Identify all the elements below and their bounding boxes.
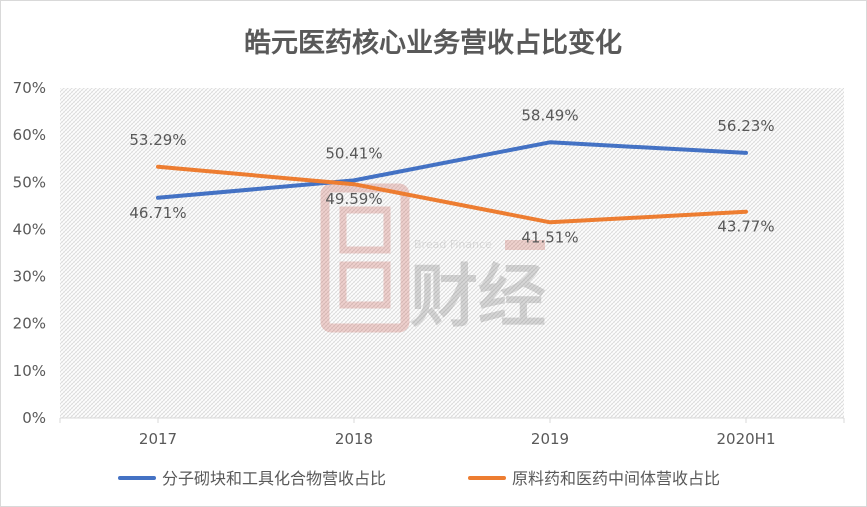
series-line-2 [156,164,748,225]
chart-title: 皓元医药核心业务营收占比变化 [244,27,622,59]
y-tick-label: 70% [13,79,46,97]
data-label-series-2: 49.59% [325,190,382,208]
data-label-series-1: 50.41% [325,144,382,162]
plot-area [60,88,844,418]
y-tick-label: 10% [13,362,46,380]
legend-label-2: 原料药和医药中间体营收占比 [512,469,720,488]
data-label-series-1: 58.49% [521,106,578,124]
x-tick-label: 2017 [139,430,177,448]
x-tick-label: 2019 [531,430,569,448]
y-tick-label: 40% [13,220,46,238]
data-label-series-2: 41.51% [521,228,578,246]
legend: 分子砌块和工具化合物营收占比 原料药和医药中间体营收占比 [118,469,720,488]
watermark-brand: 财经 [410,258,546,337]
series-layer [156,140,748,225]
data-labels: 46.71% 50.41% 58.49% 56.23% 53.29% 49.59% 41.5… [129,106,774,246]
y-tick-label: 20% [13,315,46,333]
watermark-english: Bread Finance [414,238,492,251]
watermark-logo: Bread Finance 财经 [320,183,546,337]
y-tick-label: 0% [22,409,46,427]
y-tick-label: 60% [13,126,46,144]
y-tick-label: 50% [13,173,46,191]
data-label-series-1: 56.23% [717,117,774,135]
legend-label-1: 分子砌块和工具化合物营收占比 [162,469,386,488]
x-tick-label: 2018 [335,430,373,448]
x-tick-label: 2020H1 [717,430,776,448]
x-axis: 2017 2018 2019 2020H1 [59,418,845,448]
data-label-series-1: 46.71% [129,204,186,222]
y-axis: 0% 10% 20% 30% 40% 50% 60% 70% [13,79,46,427]
y-tick-label: 30% [13,268,46,286]
data-label-series-2: 53.29% [129,131,186,149]
data-label-series-2: 43.77% [717,218,774,236]
series-line-1 [156,140,748,200]
